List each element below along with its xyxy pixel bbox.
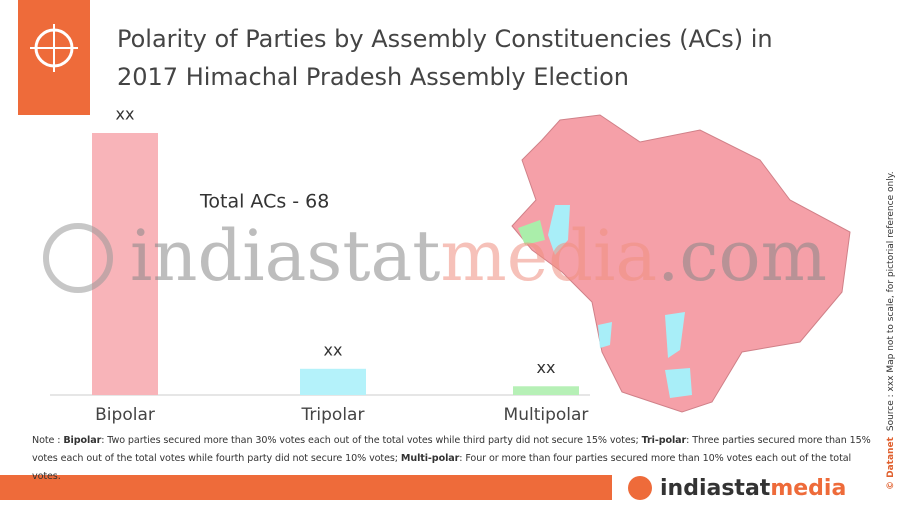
watermark-icon [43,223,113,293]
watermark-text: indiastatmedia.com [130,215,827,297]
chart-title: Polarity of Parties by Assembly Constitu… [117,25,773,53]
annotation: Total ACs - 68 [199,191,329,213]
footer-bar [0,475,612,500]
side-note: © DatanetSource : xxx Map not to scale, … [886,171,896,490]
map [511,114,851,413]
value-label: xx [537,358,556,377]
watermark: indiastatmedia.com [43,215,827,297]
chart-title: 2017 Himachal Pradesh Assembly Election [117,63,629,91]
bar [300,368,366,395]
bar [513,386,579,395]
value-label: xx [324,340,343,359]
note: Note : Bipolar: Two parties secured more… [32,435,871,482]
value-label: xx [116,105,135,124]
logo-icon [628,476,652,500]
x-tick-label: Multipolar [504,405,589,425]
logo: indiastatmedia [660,476,846,501]
x-tick-label: Bipolar [95,405,155,425]
bar [92,133,158,395]
x-tick-label: Tripolar [301,405,365,425]
